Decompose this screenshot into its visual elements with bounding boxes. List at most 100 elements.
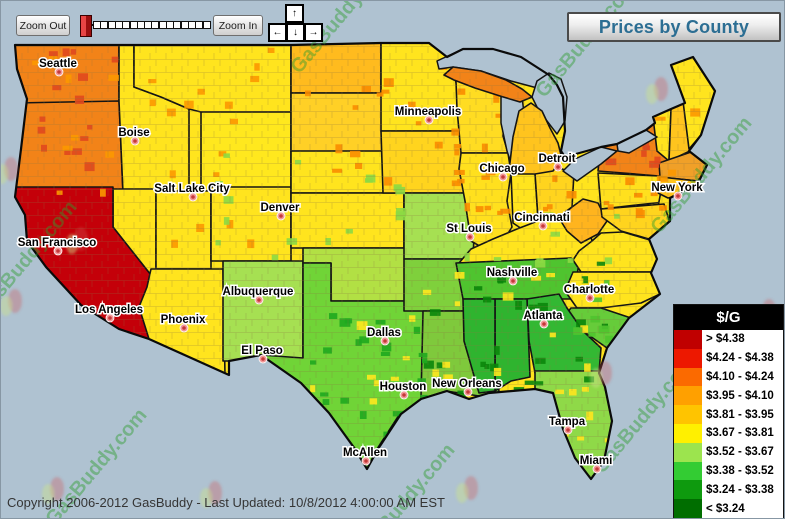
city-pin-dot [279, 214, 283, 218]
city-marker-chicago[interactable]: Chicago [478, 162, 526, 182]
city-marker-charlotte[interactable]: Charlotte [562, 283, 616, 303]
city-marker-boise[interactable]: Boise [117, 126, 151, 146]
legend-row: $3.24 - $3.38 [674, 480, 783, 500]
city-marker-dallas[interactable]: Dallas [366, 326, 402, 346]
legend-swatch [674, 499, 702, 518]
city-marker-denver[interactable]: Denver [259, 201, 302, 221]
city-label: Atlanta [524, 310, 564, 322]
legend-swatch [674, 348, 702, 368]
legend-range-label: > $4.38 [702, 330, 783, 349]
pan-left-button[interactable]: ← [268, 23, 287, 42]
city-label: Houston [380, 381, 427, 393]
legend-swatch [674, 330, 702, 349]
city-label: Cincinnati [514, 212, 570, 224]
city-marker-cincinnati[interactable]: Cincinnati [513, 211, 571, 231]
city-pin-dot [468, 235, 472, 239]
legend-range-label: $3.38 - $3.52 [702, 461, 783, 481]
city-label: New York [651, 182, 703, 194]
city-label: New Orleans [432, 378, 502, 390]
zoom-slider[interactable] [79, 13, 211, 37]
page-title: Prices by County [567, 12, 781, 42]
city-pin-dot [56, 249, 60, 253]
city-pin-dot [466, 390, 470, 394]
city-pin-dot [595, 467, 599, 471]
city-marker-atlanta[interactable]: Atlanta [522, 309, 565, 329]
zoom-in-button[interactable]: Zoom In [213, 15, 263, 36]
city-pin-dot [402, 393, 406, 397]
city-label: Dallas [367, 327, 401, 339]
legend-row: $3.67 - $3.81 [674, 423, 783, 443]
city-label: Charlotte [564, 284, 614, 296]
city-marker-nashville[interactable]: Nashville [485, 266, 539, 286]
city-label: Seattle [39, 58, 77, 70]
legend-swatch [674, 367, 702, 387]
city-marker-seattle[interactable]: Seattle [38, 57, 78, 77]
city-pin-dot [556, 165, 560, 169]
city-marker-minneapolis[interactable]: Minneapolis [393, 105, 463, 125]
city-label: St Louis [446, 223, 491, 235]
city-label: Tampa [549, 416, 586, 428]
city-pin-dot [383, 339, 387, 343]
legend-swatch [674, 461, 702, 481]
city-label: Chicago [479, 163, 524, 175]
city-pin-dot [427, 118, 431, 122]
legend-swatch [674, 386, 702, 406]
city-label: Detroit [538, 153, 575, 165]
pan-up-button[interactable]: ↑ [285, 4, 304, 23]
legend-range-label: $3.52 - $3.67 [702, 442, 783, 462]
legend-range-label: < $3.24 [702, 499, 783, 518]
legend-swatch [674, 423, 702, 443]
city-marker-san-francisco[interactable]: San Francisco [16, 236, 98, 256]
city-pin-dot [261, 357, 265, 361]
legend-range-label: $3.67 - $3.81 [702, 423, 783, 443]
legend-header: $/G [674, 305, 783, 330]
city-pin-dot [57, 70, 61, 74]
city-pin-dot [257, 298, 261, 302]
legend-range-label: $3.24 - $3.38 [702, 480, 783, 500]
city-pin-dot [133, 139, 137, 143]
left-arrow-icon: ← [272, 26, 283, 38]
city-marker-houston[interactable]: Houston [378, 380, 428, 400]
city-marker-new-orleans[interactable]: New Orleans [431, 377, 503, 397]
zoom-slider-tick[interactable] [202, 21, 211, 29]
city-pin-dot [501, 175, 505, 179]
city-pin-dot [191, 195, 195, 199]
city-marker-new-york[interactable]: New York [650, 181, 705, 201]
city-marker-los-angeles[interactable]: Los Angeles [74, 303, 144, 323]
legend-row: > $4.38 [674, 330, 783, 349]
city-pin-dot [676, 194, 680, 198]
city-marker-el-paso[interactable]: El Paso [240, 344, 284, 364]
city-marker-miami[interactable]: Miami [578, 454, 614, 474]
legend-row: $3.38 - $3.52 [674, 461, 783, 481]
legend-row: < $3.24 [674, 499, 783, 518]
zoom-out-button[interactable]: Zoom Out [16, 15, 70, 36]
legend-row: $4.24 - $4.38 [674, 348, 783, 368]
pan-right-button[interactable]: → [304, 23, 323, 42]
city-pin-dot [511, 279, 515, 283]
city-pin-dot [364, 459, 368, 463]
city-label: Nashville [487, 267, 538, 279]
zoom-slider-handle[interactable] [80, 15, 92, 37]
pan-down-button[interactable]: ↓ [286, 23, 305, 42]
city-marker-albuquerque[interactable]: Albuquerque [221, 285, 295, 305]
city-pin-dot [542, 322, 546, 326]
legend-row: $3.95 - $4.10 [674, 386, 783, 406]
city-pin-dot [541, 224, 545, 228]
legend-swatch [674, 442, 702, 462]
lake-erie [562, 146, 618, 182]
price-legend: $/G > $4.38 $4.24 - $4.38 $4.10 - $4.24 $3.… [673, 304, 784, 518]
copyright-text: Copyright 2006-2012 GasBuddy - Last Upda… [7, 495, 445, 510]
city-marker-st-louis[interactable]: St Louis [445, 222, 493, 242]
legend-range-label: $3.95 - $4.10 [702, 386, 783, 406]
city-marker-mcallen[interactable]: McAllen [341, 446, 389, 466]
legend-range-label: $3.81 - $3.95 [702, 405, 783, 424]
city-marker-phoenix[interactable]: Phoenix [159, 313, 207, 333]
city-marker-salt-lake-city[interactable]: Salt Lake City [153, 182, 232, 202]
city-marker-detroit[interactable]: Detroit [537, 152, 577, 172]
region-MIL-texture [509, 103, 562, 174]
city-marker-tampa[interactable]: Tampa [547, 415, 587, 435]
city-pin-dot [566, 428, 570, 432]
city-pin-dot [182, 326, 186, 330]
legend-row: $3.52 - $3.67 [674, 442, 783, 462]
